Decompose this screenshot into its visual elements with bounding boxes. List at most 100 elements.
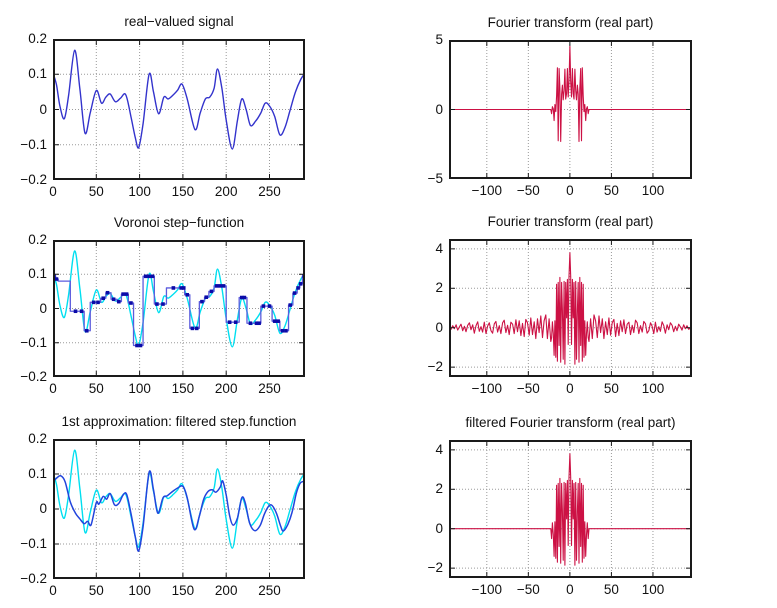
- x-tick-label: −100: [471, 582, 502, 597]
- sample-marker: [227, 320, 232, 324]
- x-tick-label: 0: [566, 381, 574, 396]
- sample-marker: [254, 321, 259, 326]
- subplot-filtered-fourier-transform: filtered Fourier transform (real part) −…: [428, 415, 692, 597]
- sample-marker: [298, 282, 303, 286]
- x-tick-label: 50: [603, 582, 619, 597]
- x-tick-label: −50: [516, 183, 540, 198]
- sample-marker: [96, 300, 100, 305]
- y-tick-label: 4: [435, 240, 443, 256]
- sample-marker: [257, 321, 261, 326]
- axes-frame: [53, 240, 305, 377]
- y-tick-label: −0.1: [20, 334, 47, 350]
- x-tick-label: 150: [171, 583, 195, 598]
- series-fourier-real: [449, 45, 692, 143]
- sample-marker: [73, 309, 78, 314]
- x-tick-label: 0: [49, 583, 57, 598]
- plot-axes: [449, 440, 692, 578]
- axes-frame: [449, 40, 692, 179]
- y-tick-label: 0: [39, 300, 47, 316]
- sample-marker: [190, 326, 195, 331]
- plot-title: Fourier transform (real part): [487, 214, 654, 229]
- plot-axes: [53, 240, 305, 377]
- x-tick-label: 200: [214, 184, 238, 199]
- x-tick-label: −50: [516, 381, 540, 396]
- x-tick-label: 150: [171, 184, 195, 199]
- sample-marker: [84, 328, 89, 333]
- y-tick-label: 0.2: [28, 431, 47, 446]
- sample-marker: [161, 302, 165, 306]
- sample-marker: [117, 299, 121, 304]
- x-tick-label: 100: [641, 381, 665, 396]
- sample-marker: [79, 309, 84, 314]
- x-tick-label: 100: [641, 582, 665, 597]
- sample-marker: [155, 302, 159, 306]
- y-tick-label: 0.2: [28, 31, 47, 46]
- x-tick-label: −50: [516, 582, 540, 597]
- sample-marker: [171, 286, 176, 290]
- sample-marker: [121, 292, 125, 296]
- sample-marker: [233, 320, 238, 324]
- series-original-signal: [53, 250, 305, 348]
- axes-frame: [449, 440, 692, 578]
- x-tick-label: 100: [128, 184, 151, 199]
- y-tick-label: 0: [435, 101, 443, 117]
- sample-marker: [185, 293, 190, 297]
- axes-frame: [449, 239, 692, 377]
- sample-marker: [179, 286, 183, 290]
- sample-marker: [204, 295, 209, 299]
- plot-axes: [53, 39, 305, 180]
- x-tick-label: 0: [49, 184, 57, 199]
- sample-marker: [248, 321, 253, 326]
- series-fourier-step-real: [449, 252, 692, 365]
- y-tick-label: −0.1: [20, 536, 47, 551]
- axes-frame: [53, 39, 305, 180]
- sample-marker: [143, 274, 148, 279]
- x-tick-label: 0: [566, 582, 574, 597]
- x-tick-label: 250: [258, 381, 281, 396]
- x-tick-label: 50: [88, 583, 104, 598]
- sample-marker: [135, 343, 139, 348]
- series-original-signal: [53, 449, 305, 549]
- y-tick-label: 0.1: [28, 466, 47, 481]
- sample-marker: [261, 304, 266, 308]
- y-tick-label: 0: [39, 501, 47, 516]
- plot-title: Fourier transform (real part): [487, 15, 654, 30]
- series-signal: [53, 49, 305, 150]
- y-tick-label: 5: [435, 32, 443, 47]
- y-tick-label: −5: [427, 171, 443, 186]
- axes-frame: [53, 439, 305, 579]
- sample-marker: [150, 274, 155, 279]
- y-tick-label: −0.1: [20, 136, 47, 152]
- y-tick-label: −2: [427, 359, 443, 375]
- y-tick-label: 0: [435, 520, 443, 536]
- x-tick-label: 50: [603, 183, 619, 198]
- subplot-fourier-transform-signal: Fourier transform (real part) −5 0 5 −100 −5…: [428, 15, 692, 198]
- x-tick-label: 50: [603, 381, 619, 396]
- sample-marker: [101, 296, 106, 301]
- x-tick-label: 50: [88, 184, 104, 199]
- y-tick-label: 0: [39, 101, 47, 117]
- x-tick-label: 100: [128, 583, 151, 598]
- subplot-voronoi-step-function: Voronoi step−function −0.2 −0.1 0 0.1 0.2 0 50…: [20, 215, 305, 396]
- y-tick-label: −0.2: [20, 369, 47, 384]
- y-tick-label: 0.1: [28, 266, 47, 282]
- sample-marker: [124, 292, 129, 296]
- sample-marker: [91, 300, 96, 305]
- sample-marker: [214, 284, 219, 288]
- y-tick-label: 4: [435, 441, 443, 457]
- sample-marker: [276, 319, 280, 323]
- subplot-real-valued-signal: real−valued signal −0.2 −0.1 0 0.1 0.2 0 50 100…: [20, 14, 305, 199]
- plot-axes: [449, 239, 692, 377]
- y-tick-label: 2: [435, 481, 443, 497]
- subplot-fourier-transform-step: Fourier transform (real part) −2 0 2 4 −100−…: [428, 214, 692, 396]
- y-tick-label: 2: [435, 280, 443, 296]
- sample-marker: [105, 290, 110, 295]
- sample-marker: [280, 328, 285, 333]
- y-tick-label: 0.1: [28, 66, 47, 82]
- sample-marker: [181, 286, 186, 290]
- sample-marker: [292, 291, 297, 295]
- sample-marker: [200, 299, 204, 304]
- sample-marker: [239, 295, 244, 300]
- x-tick-label: −100: [471, 183, 502, 198]
